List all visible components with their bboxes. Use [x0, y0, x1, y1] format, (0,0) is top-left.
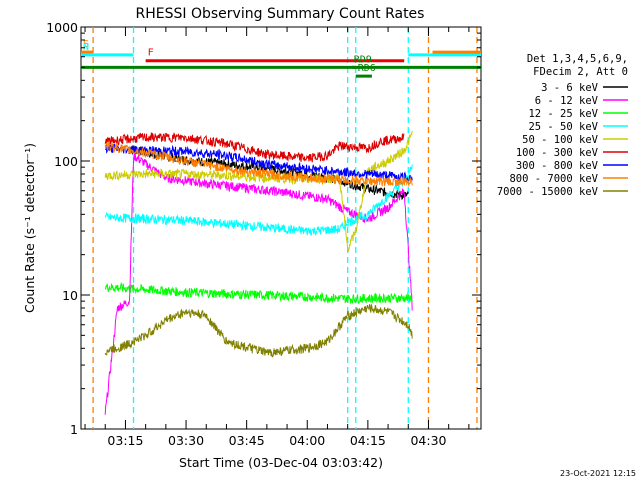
x-tick-label: 04:30 [410, 433, 446, 448]
series-line [105, 142, 413, 182]
legend-entry-label: 300 - 800 keV [516, 160, 599, 172]
legend-header: Det 1,3,4,5,6,9, [527, 53, 628, 65]
series-group [104, 130, 413, 415]
series-line [104, 141, 413, 187]
x-tick-label: 04:15 [350, 433, 386, 448]
legend-entry-label: 25 - 50 keV [528, 121, 598, 133]
plot-border [80, 26, 482, 430]
series-line [104, 164, 413, 236]
legend-entry-label: 6 - 12 keV [535, 95, 599, 107]
legend-entry-label: 3 - 6 keV [541, 82, 599, 94]
x-tick-label: 03:15 [107, 433, 143, 448]
plot-frame [80, 26, 482, 430]
timestamp-label: 23-Oct-2021 12:15 [560, 469, 636, 478]
annotation-label: F [148, 48, 154, 59]
legend-header: FDecim 2, Att 0 [533, 66, 628, 78]
vertical-markers [92, 27, 478, 429]
legend: Det 1,3,4,5,6,9,FDecim 2, Att 0 3 - 6 keV… [497, 53, 628, 198]
series-line [129, 145, 409, 201]
annotation-label: S [83, 39, 89, 50]
legend-entry-label: 12 - 25 keV [528, 108, 598, 120]
chart-title: RHESSI Observing Summary Count Rates [136, 6, 425, 22]
x-axis-label: Start Time (03-Dec-04 03:03:42) [179, 455, 383, 470]
y-tick-label: 1000 [46, 20, 78, 35]
y-tick-label: 1 [70, 422, 78, 437]
series-line [104, 304, 413, 358]
annotation-label: RD6 [358, 63, 376, 74]
series-line [104, 131, 405, 163]
axes-group: 1 10 100 1000 03:15 03:30 03:45 04:00 04:15 04:30 [46, 20, 481, 448]
legend-entry-label: 50 - 100 keV [522, 134, 599, 146]
legend-entry-label: 100 - 300 keV [516, 147, 599, 159]
series-line [104, 281, 413, 305]
annotation-label: RD9 [354, 54, 372, 65]
legend-entry-label: 7000 - 15000 keV [497, 186, 599, 198]
y-tick-label: 10 [62, 288, 78, 303]
x-tick-label: 03:30 [168, 433, 204, 448]
annotation-label: N [83, 42, 89, 53]
x-tick-label: 03:45 [229, 433, 265, 448]
y-tick-label: 100 [54, 154, 78, 169]
y-axis-label: Count Rate (s⁻¹ detector⁻¹) [22, 143, 37, 313]
legend-entry-label: 800 - 7000 keV [509, 173, 598, 185]
x-tick-label: 04:00 [289, 433, 325, 448]
